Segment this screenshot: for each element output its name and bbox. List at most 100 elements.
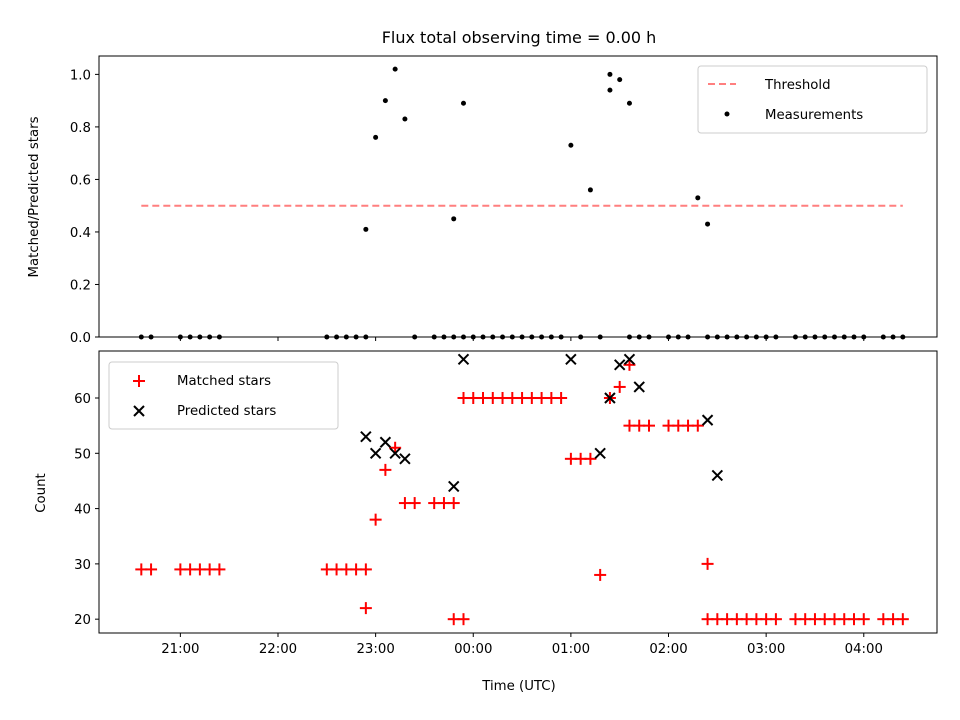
bottom-legend-box xyxy=(108,361,339,430)
measurement-point xyxy=(529,334,535,340)
measurement-point xyxy=(177,334,183,340)
measurement-point xyxy=(451,334,457,340)
matched-star-point xyxy=(769,613,782,626)
predicted-star-point xyxy=(399,453,411,465)
measurement-point xyxy=(363,226,369,232)
measurement-point xyxy=(500,334,506,340)
measurement-point xyxy=(880,334,886,340)
bottom-ytick-label: 60 xyxy=(74,392,91,407)
measurement-point xyxy=(792,334,798,340)
measurement-point xyxy=(148,334,154,340)
top-y-ticks: 0.0 0.2 0.4 0.6 0.8 1.0 xyxy=(70,68,99,346)
bottom-xtick-label: 00:00 xyxy=(454,642,492,657)
legend-predicted-swatch xyxy=(133,405,145,417)
bottom-xtick-label: 22:00 xyxy=(259,642,297,657)
predicted-star-point xyxy=(613,359,626,371)
matched-star-point xyxy=(623,358,636,371)
measurement-point xyxy=(197,334,203,340)
measurement-point xyxy=(441,334,447,340)
matched-star-point xyxy=(145,563,158,576)
matched-star-point xyxy=(701,557,714,570)
predicted-star-point xyxy=(565,353,577,366)
predicted-star-point xyxy=(594,447,606,460)
measurement-point xyxy=(695,195,701,201)
measurement-point xyxy=(851,334,857,340)
measurement-point xyxy=(431,334,437,340)
measurement-point xyxy=(734,334,740,340)
measurement-point xyxy=(460,100,466,106)
top-ytick-label: 1.0 xyxy=(70,68,91,83)
measurement-point xyxy=(685,334,691,340)
bottom-ytick-label: 30 xyxy=(74,558,91,573)
measurement-point xyxy=(636,334,642,340)
measurement-point xyxy=(216,334,222,340)
measurement-point xyxy=(597,334,603,340)
measurement-point xyxy=(822,334,828,340)
predicted-star-point xyxy=(448,480,460,493)
measurement-point xyxy=(861,334,867,340)
predicted-star-point xyxy=(389,447,401,460)
predicted-star-point xyxy=(711,469,724,482)
measurement-point xyxy=(324,334,330,340)
measurement-point xyxy=(607,71,613,77)
bottom-legend: Matched stars Predicted stars xyxy=(108,361,339,430)
measurement-point xyxy=(539,334,545,340)
measurement-point xyxy=(343,334,349,340)
bottom-y-axis-label: Count xyxy=(34,473,49,513)
bottom-xtick-label: 23:00 xyxy=(356,642,394,657)
measurement-point xyxy=(900,334,906,340)
measurement-point xyxy=(617,77,623,83)
measurement-point xyxy=(558,334,564,340)
predicted-star-point xyxy=(360,430,372,443)
top-ytick-label: 0.4 xyxy=(70,226,91,241)
measurement-point xyxy=(187,334,193,340)
measurement-point xyxy=(412,334,418,340)
matched-star-point xyxy=(691,419,704,432)
measurement-points xyxy=(138,66,906,340)
top-ytick-label: 0.2 xyxy=(70,278,91,293)
measurement-point xyxy=(841,334,847,340)
measurement-point xyxy=(705,221,711,227)
measurement-point xyxy=(480,334,486,340)
measurement-point xyxy=(509,334,515,340)
measurement-point xyxy=(548,334,554,340)
measurement-point xyxy=(753,334,759,340)
bottom-ytick-label: 20 xyxy=(74,613,91,628)
measurement-point xyxy=(773,334,779,340)
top-legend: Threshold Measurements xyxy=(697,65,928,134)
matched-star-point xyxy=(457,613,470,626)
measurement-point xyxy=(724,334,730,340)
top-axes-frame xyxy=(98,55,938,338)
bottom-y-ticks: 20 30 40 50 60 xyxy=(74,392,99,628)
measurement-point xyxy=(831,334,837,340)
predicted-star-point xyxy=(369,447,382,460)
top-ytick-label: 0.8 xyxy=(70,121,91,136)
measurement-point xyxy=(353,334,359,340)
bottom-panel: Count Time (UTC) 20 30 40 50 60 21:00 22:00 23… xyxy=(34,350,938,694)
matched-star-point xyxy=(642,419,655,432)
measurement-point xyxy=(382,98,388,104)
measurement-point xyxy=(138,334,144,340)
measurement-point xyxy=(607,87,613,93)
top-panel: Matched/Predicted stars 0.0 0.2 0.4 0.6 0.8 1… xyxy=(27,55,938,346)
predicted-star-point xyxy=(457,353,470,366)
legend-measurements-swatch xyxy=(724,111,730,117)
matched-star-point xyxy=(857,613,870,626)
matched-star-point xyxy=(584,452,597,465)
measurement-point xyxy=(890,334,896,340)
measurement-point xyxy=(490,334,496,340)
bottom-xtick-label: 03:00 xyxy=(747,642,785,657)
matched-star-point xyxy=(613,380,626,393)
measurement-point xyxy=(626,100,632,106)
predicted-star-point xyxy=(623,353,636,366)
predicted-star-point xyxy=(633,381,645,393)
measurement-point xyxy=(626,334,632,340)
legend-predicted-label: Predicted stars xyxy=(177,404,276,419)
bottom-x-ticks: 21:00 22:00 23:00 00:00 01:00 02:00 03:00 04:00 xyxy=(161,633,883,657)
measurement-point xyxy=(812,334,818,340)
measurement-point xyxy=(334,334,340,340)
measurement-point xyxy=(578,334,584,340)
x-axis-label: Time (UTC) xyxy=(481,679,556,694)
measurement-point xyxy=(714,334,720,340)
